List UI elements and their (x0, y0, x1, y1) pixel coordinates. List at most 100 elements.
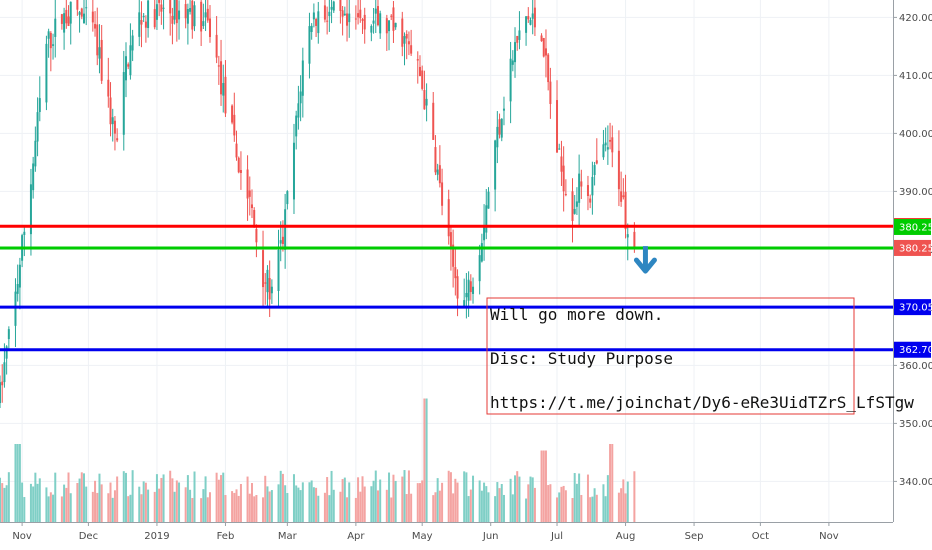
candle-body (29, 184, 32, 235)
candle-body (184, 4, 187, 19)
candle-body (65, 9, 68, 24)
volume-bar (544, 450, 547, 522)
volume-bar (410, 493, 413, 522)
volume-bar (184, 487, 187, 522)
price-tag-label: 362.70 (899, 345, 932, 356)
candle-body (171, 15, 174, 24)
volume-bar (540, 450, 543, 522)
candle-body (262, 250, 265, 288)
volume-bar (23, 497, 26, 522)
volume-bar (200, 498, 203, 522)
time-tick-label: May (412, 531, 433, 542)
candle-body (544, 48, 547, 56)
volume-bar (96, 492, 99, 522)
candle-body (109, 97, 112, 125)
volume-bar (385, 489, 388, 522)
candle-body (542, 38, 545, 57)
candle-body (23, 231, 26, 235)
candle-body (297, 103, 300, 118)
candle-body (370, 25, 373, 33)
candle-body (295, 115, 298, 137)
volume-bar (38, 478, 41, 522)
annotations: Will go more down. Disc: Study Purpose htt… (486, 246, 914, 415)
candle-body (82, 13, 85, 24)
volume-bar (158, 488, 161, 522)
candle-body (449, 232, 452, 249)
volume-bar (500, 484, 503, 522)
volume-bar (441, 482, 444, 522)
price-tag-label: 380.25 (899, 222, 932, 233)
volume-bar (111, 497, 114, 522)
candle-body (140, 19, 143, 25)
candle-body (447, 199, 450, 237)
candle-body (586, 185, 589, 196)
volume-bar (299, 490, 302, 522)
volume-bar (591, 496, 594, 522)
candle-body (533, 7, 536, 28)
volume-bar (343, 477, 346, 522)
volume-bar (116, 476, 119, 522)
candle-body (407, 41, 410, 45)
candle-body (78, 12, 81, 15)
volume-bar (423, 398, 426, 522)
candle-body (235, 143, 238, 158)
candle-body (63, 13, 66, 33)
candle-body (96, 24, 99, 56)
price-tag: 380.25 (894, 218, 932, 235)
volume-bar (142, 481, 145, 522)
volume-bar (564, 490, 567, 522)
volume-bar (144, 482, 147, 522)
volume-bar (454, 478, 457, 522)
candle-body (633, 231, 636, 248)
candle-body (173, 0, 176, 20)
volume-bar (155, 474, 158, 522)
candle-body (527, 16, 530, 20)
candle-body (606, 147, 609, 150)
volume-bar (233, 492, 236, 522)
note-line-disclaimer: Disc: Study Purpose (490, 349, 673, 368)
candle-body (496, 126, 499, 148)
candle-body (511, 60, 514, 65)
volume-bar (595, 494, 598, 522)
time-tick-label: Jun (482, 531, 499, 542)
candle-body (208, 18, 211, 37)
candle-body (281, 236, 284, 245)
candle-body (202, 21, 205, 27)
volume-bar (361, 476, 364, 522)
candle-body (239, 170, 242, 173)
candle-body (317, 11, 320, 34)
candle-body (580, 181, 583, 187)
candle-body (189, 8, 192, 12)
down-arrow-icon (633, 246, 657, 274)
candle-body (410, 45, 413, 54)
volume-bar (222, 472, 225, 522)
candle-body (191, 0, 194, 30)
volume-bar (485, 486, 488, 522)
candle-body (155, 4, 158, 20)
candle-body (434, 147, 437, 173)
candle-body (45, 43, 48, 103)
candle-body (175, 0, 178, 24)
candle-body (354, 18, 357, 20)
candle-body (299, 91, 302, 104)
candle-body (312, 12, 315, 20)
candle-body (617, 150, 620, 190)
price-tag-label: 380.25 (899, 243, 932, 254)
volume-bar (478, 480, 481, 522)
price-tick-label: 340.00 (899, 477, 932, 488)
price-tick-label: 390.00 (899, 187, 932, 198)
volume-bar (147, 489, 150, 522)
candle-body (361, 19, 364, 21)
volume-bar (392, 474, 395, 522)
candle-body (129, 45, 132, 76)
volume-bar (82, 473, 85, 522)
volume-bar (206, 497, 209, 522)
candle-body (562, 165, 565, 192)
volume-bar (359, 491, 362, 522)
volume-bar (401, 476, 404, 522)
volume-bar (235, 489, 238, 522)
candle-body (253, 209, 256, 227)
candle-body (385, 18, 388, 34)
